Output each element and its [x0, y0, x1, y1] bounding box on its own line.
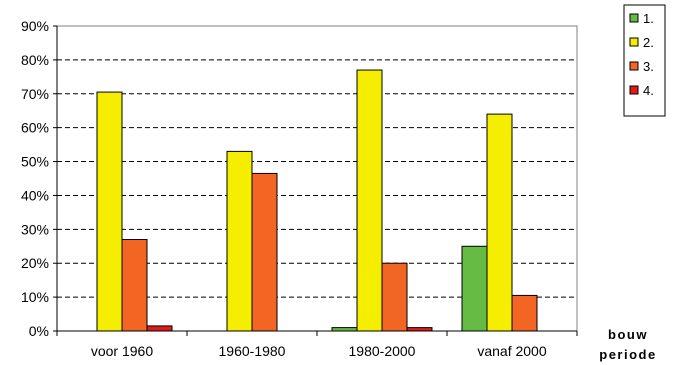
legend-label: 3.: [643, 59, 654, 74]
bar-series-3-4: [511, 294, 538, 332]
y-tick-label: 10%: [21, 289, 49, 305]
y-tick-label: 60%: [21, 120, 49, 136]
y-tick-label: 80%: [21, 52, 49, 68]
bar-series-4-3: [406, 327, 433, 332]
legend-swatch: [629, 13, 639, 23]
y-axis: 0% 10% 20% 30% 40% 50% 60% 70% 80% 90%: [21, 18, 57, 339]
y-tick-label: 40%: [21, 187, 49, 203]
y-tick-label: 20%: [21, 255, 49, 271]
bar-series-2-3: [356, 69, 383, 332]
legend: 1. 2. 3. 4.: [623, 4, 666, 117]
legend-swatch: [629, 61, 639, 71]
bar-series-2-2: [226, 150, 253, 332]
bar-series-2-4: [486, 113, 513, 332]
bar-series-1-3: [331, 327, 358, 332]
x-axis: voor 1960 1960-1980 1980-2000 vanaf 2000: [56, 331, 578, 359]
x-category-label: 1960-1980: [219, 343, 286, 359]
legend-swatch: [629, 85, 639, 95]
x-axis-title-line-2: periode: [599, 347, 656, 362]
bar-series-3-3: [381, 262, 408, 332]
legend-label: 4.: [643, 83, 654, 98]
bars: [96, 69, 538, 332]
legend-label: 1.: [643, 11, 654, 26]
bar-series-3-1: [121, 239, 148, 332]
y-tick-label: 0%: [29, 323, 49, 339]
legend-label: 2.: [643, 35, 654, 50]
x-category-label: vanaf 2000: [477, 343, 546, 359]
legend-swatch: [629, 37, 639, 47]
legend-box: [623, 4, 666, 117]
bar-series-2-1: [96, 91, 123, 332]
x-category-label: 1980-2000: [349, 343, 416, 359]
x-category-label: voor 1960: [91, 343, 153, 359]
bar-series-4-1: [146, 325, 173, 332]
bar-series-1-4: [461, 245, 488, 332]
y-tick-label: 50%: [21, 154, 49, 170]
x-axis-title-line-1: bouw: [608, 327, 648, 342]
y-tick-label: 90%: [21, 18, 49, 34]
y-tick-label: 70%: [21, 86, 49, 102]
y-tick-label: 30%: [21, 221, 49, 237]
bar-series-3-2: [251, 172, 278, 332]
